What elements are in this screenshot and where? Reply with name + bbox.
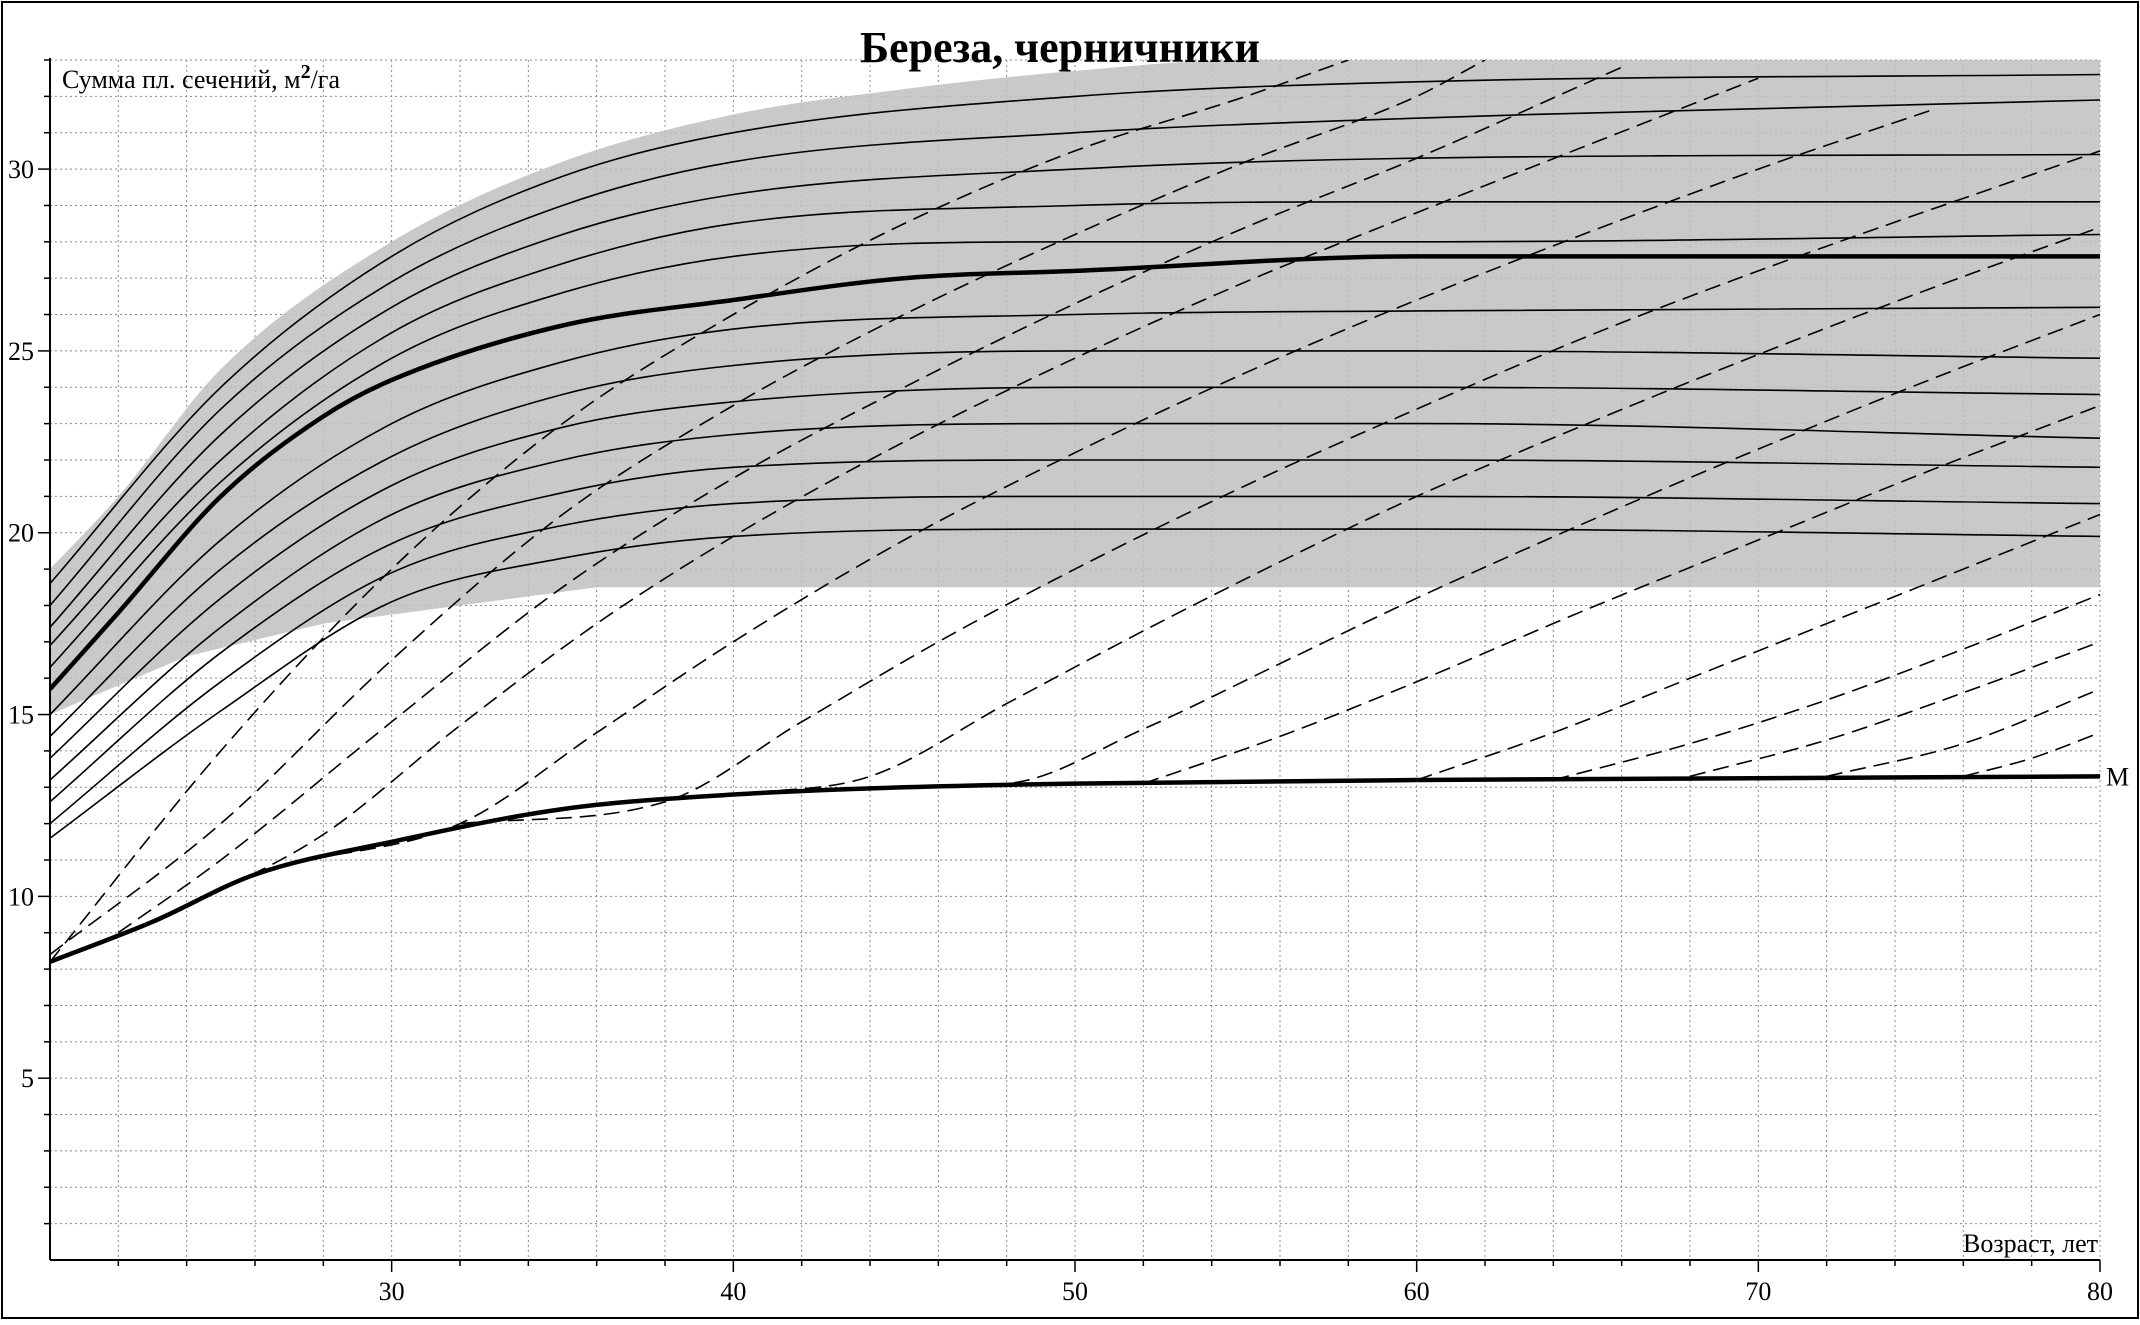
dashed-series-line	[1963, 731, 2100, 778]
x-tick-label: 60	[1404, 1277, 1430, 1306]
dashed-series-line	[869, 313, 2100, 789]
dashed-series-line	[186, 77, 1759, 909]
y-axis-label: Сумма пл. сечений, м2/га	[62, 61, 340, 94]
dashed-series-line	[1143, 404, 2100, 785]
thin-series-line	[50, 153, 2100, 628]
y-tick-label: 25	[8, 337, 34, 366]
dashed-series-line	[1689, 641, 2100, 778]
dashed-series-line	[459, 150, 2100, 825]
thin-series-line	[50, 73, 2100, 585]
dashed-series-layer	[50, 60, 2100, 963]
thin-series-layer	[50, 73, 2100, 839]
y-tick-label: 15	[8, 701, 34, 730]
thin-series-line	[50, 386, 2100, 759]
dashed-series-line	[289, 110, 1930, 865]
dashed-series-line	[50, 60, 1486, 956]
x-tick-label: 70	[1745, 1277, 1771, 1306]
thin-series-line	[50, 528, 2100, 839]
y-tick-label: 10	[8, 882, 34, 911]
thin-series-line	[50, 233, 2100, 668]
x-tick-label: 40	[720, 1277, 746, 1306]
x-tick-label: 80	[2087, 1277, 2113, 1306]
thin-series-line	[50, 350, 2100, 737]
x-tick-label: 50	[1062, 1277, 1088, 1306]
chart-title: Береза, черничники	[860, 23, 1260, 72]
dashed-series-line	[733, 226, 2100, 796]
dashed-series-line	[50, 60, 1349, 963]
bold-series-line	[50, 254, 2100, 691]
dashed-series-line	[1553, 593, 2100, 781]
dashed-series-line	[1826, 688, 2100, 778]
bold-series-layer	[50, 254, 2100, 964]
thin-series-line	[50, 495, 2100, 825]
thin-series-line	[50, 99, 2100, 607]
x-tick-label: 30	[379, 1277, 405, 1306]
axes	[38, 58, 2101, 1272]
series-label-m: М	[2106, 762, 2129, 791]
y-tick-label: 30	[8, 155, 34, 184]
y-tick-label: 5	[21, 1064, 34, 1093]
y-axis-label-main: Сумма пл. сечений, м	[62, 65, 301, 94]
x-axis-label: Возраст, лет	[1963, 1229, 2098, 1258]
thin-series-line	[50, 200, 2100, 647]
thin-series-line	[50, 422, 2100, 781]
labels: Береза, черничники Сумма пл. сечений, м2…	[8, 23, 2129, 1306]
thin-series-line	[50, 459, 2100, 803]
thin-series-line	[50, 306, 2100, 716]
y-axis-label-superscript: 2	[301, 61, 311, 83]
dashed-series-line	[1416, 513, 2100, 781]
y-tick-label: 20	[8, 519, 34, 548]
bold-series-line	[50, 774, 2100, 964]
y-axis-label-tail: /га	[311, 65, 341, 94]
